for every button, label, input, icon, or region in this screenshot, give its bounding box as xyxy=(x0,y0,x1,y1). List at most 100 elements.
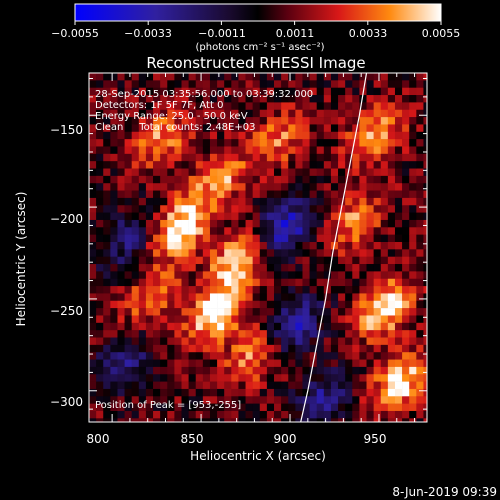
heatmap-pixel xyxy=(302,227,310,235)
heatmap-pixel xyxy=(153,381,161,390)
heatmap-pixel xyxy=(352,124,360,133)
heatmap-pixel xyxy=(259,344,268,353)
heatmap-pixel xyxy=(153,183,161,191)
heatmap-pixel xyxy=(266,286,275,294)
heatmap-pixel xyxy=(224,388,232,397)
heatmap-pixel xyxy=(167,403,175,412)
heatmap-pixel xyxy=(274,271,282,280)
heatmap-pixel xyxy=(110,396,118,404)
heatmap-pixel xyxy=(209,249,218,257)
heatmap-pixel xyxy=(245,197,253,206)
heatmap-pixel xyxy=(330,308,339,316)
heatmap-pixel xyxy=(288,344,296,353)
heatmap-pixel xyxy=(402,80,410,88)
heatmap-pixel xyxy=(145,366,154,375)
heatmap-pixel xyxy=(266,359,275,368)
heatmap-pixel xyxy=(288,146,296,155)
heatmap-pixel xyxy=(145,344,154,353)
heatmap-pixel xyxy=(288,183,296,191)
heatmap-pixel xyxy=(153,374,161,382)
heatmap-pixel xyxy=(202,249,211,257)
heatmap-pixel xyxy=(153,256,161,265)
heatmap-pixel xyxy=(103,109,111,118)
heatmap-pixel xyxy=(131,161,140,169)
heatmap-pixel xyxy=(288,300,296,309)
heatmap-pixel xyxy=(416,322,424,331)
heatmap-pixel xyxy=(231,153,239,162)
heatmap-pixel xyxy=(345,109,353,118)
heatmap-pixel xyxy=(373,102,382,111)
heatmap-pixel xyxy=(96,315,104,324)
heatmap-pixel xyxy=(352,102,360,111)
heatmap-pixel xyxy=(323,175,332,184)
heatmap-pixel xyxy=(359,109,367,118)
heatmap-pixel xyxy=(309,124,318,133)
heatmap-pixel xyxy=(224,73,232,81)
heatmap-pixel xyxy=(423,396,427,404)
heatmap-pixel xyxy=(124,73,132,81)
heatmap-pixel xyxy=(352,249,360,257)
heatmap-pixel xyxy=(131,352,140,360)
heatmap-pixel xyxy=(338,300,346,309)
heatmap-pixel xyxy=(145,234,154,243)
heatmap-pixel xyxy=(409,131,417,140)
heatmap-pixel xyxy=(181,175,189,184)
heatmap-pixel xyxy=(160,366,168,375)
heatmap-pixel xyxy=(131,109,140,118)
heatmap-pixel xyxy=(259,249,268,257)
heatmap-pixel xyxy=(330,278,339,287)
heatmap-pixel xyxy=(252,212,261,221)
heatmap-pixel xyxy=(259,153,268,162)
heatmap-pixel xyxy=(416,212,424,221)
heatmap-pixel xyxy=(138,264,147,272)
heatmap-pixel xyxy=(188,190,197,199)
heatmap-pixel xyxy=(394,153,403,162)
heatmap-pixel xyxy=(366,124,374,133)
heatmap-pixel xyxy=(188,205,197,213)
heatmap-pixel xyxy=(103,117,111,125)
heatmap-pixel xyxy=(195,322,204,331)
heatmap-pixel xyxy=(145,396,154,404)
heatmap-pixel xyxy=(117,175,125,184)
heatmap-pixel xyxy=(96,381,104,390)
heatmap-pixel xyxy=(316,153,325,162)
heatmap-pixel xyxy=(138,249,147,257)
heatmap-pixel xyxy=(167,388,175,397)
heatmap-pixel xyxy=(352,87,360,96)
heatmap-pixel xyxy=(330,109,339,118)
heatmap-pixel xyxy=(259,146,268,155)
heatmap-pixel xyxy=(202,190,211,199)
heatmap-pixel xyxy=(402,359,410,368)
heatmap-pixel xyxy=(209,308,218,316)
heatmap-pixel xyxy=(323,381,332,390)
heatmap-pixel xyxy=(309,197,318,206)
heatmap-pixel xyxy=(224,146,232,155)
heatmap-pixel xyxy=(366,205,374,213)
heatmap-pixel xyxy=(309,175,318,184)
heatmap-pixel xyxy=(174,80,182,88)
heatmap-pixel xyxy=(409,278,417,287)
heatmap-pixel xyxy=(231,234,239,243)
heatmap-pixel xyxy=(345,146,353,155)
heatmap-pixel xyxy=(295,175,303,184)
heatmap-pixel xyxy=(217,73,225,81)
heatmap-pixel xyxy=(89,366,97,375)
heatmap-pixel xyxy=(217,264,225,272)
heatmap-pixel xyxy=(103,278,111,287)
heatmap-pixel xyxy=(167,131,175,140)
heatmap-pixel xyxy=(288,286,296,294)
heatmap-pixel xyxy=(174,168,182,177)
heatmap-pixel xyxy=(131,131,140,140)
heatmap-pixel xyxy=(103,293,111,302)
heatmap-pixel xyxy=(153,102,161,111)
heatmap-pixel xyxy=(266,161,275,169)
heatmap-pixel xyxy=(274,322,282,331)
heatmap-pixel xyxy=(409,381,417,390)
heatmap-pixel xyxy=(231,286,239,294)
heatmap-pixel xyxy=(103,153,111,162)
heatmap-pixel xyxy=(117,168,125,177)
heatmap-pixel xyxy=(160,139,168,147)
heatmap-pixel xyxy=(366,197,374,206)
heatmap-pixel xyxy=(266,124,275,133)
heatmap-pixel xyxy=(416,73,424,81)
